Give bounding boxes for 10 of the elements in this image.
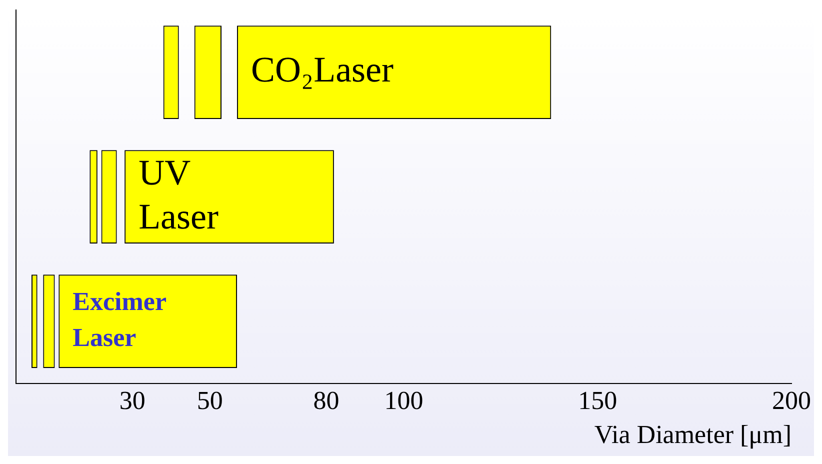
x-tick-label: 100 — [384, 386, 424, 416]
x-tick-label: 30 — [119, 386, 146, 416]
x-tick-label: 150 — [578, 386, 618, 416]
x-axis-title: Via Diameter [μm] — [594, 420, 792, 450]
x-tick-label: 200 — [772, 386, 811, 416]
y-tick-label: UV Laser — [138, 152, 219, 236]
y-tick-label: CO₂Laser — [251, 50, 394, 90]
x-tick-label: 80 — [313, 386, 340, 416]
y-tick-label: Excimer Laser — [72, 287, 166, 352]
x-tick-label: 50 — [196, 386, 223, 416]
